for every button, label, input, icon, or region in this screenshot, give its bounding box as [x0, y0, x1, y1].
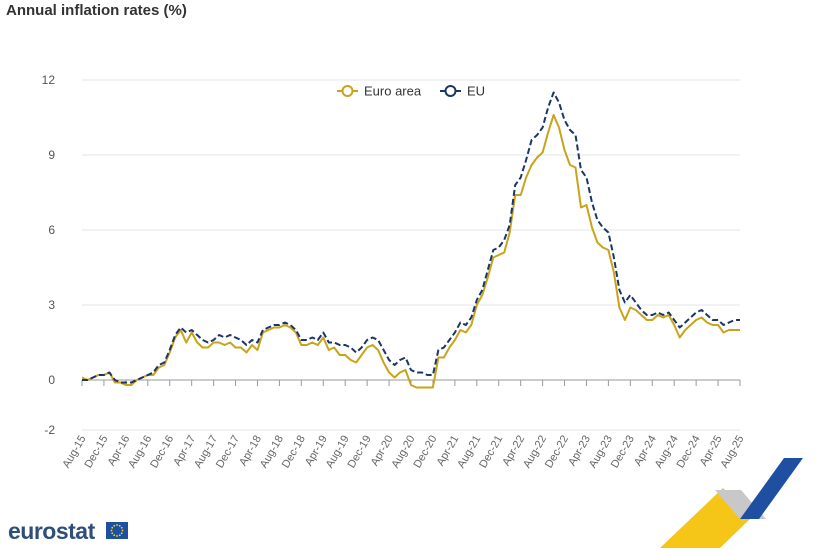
series-lines: [81, 91, 740, 389]
x-axis-ticks: Aug-15Dec-15Apr-16Aug-16Dec-16Apr-17Aug-…: [60, 380, 747, 470]
eu-stars: [110, 524, 124, 537]
legend-marker: [341, 85, 354, 97]
series-line-euro-area: [81, 114, 740, 389]
eu-flag-icon: [106, 522, 128, 539]
y-tick-label: 6: [48, 223, 55, 237]
legend: Euro area EU: [337, 84, 485, 99]
decor-blue-stripe: [740, 458, 803, 519]
legend-label: EU: [467, 84, 485, 99]
y-axis-ticks: -2 0 3 6 9 12: [42, 73, 56, 437]
y-tick-label: -2: [44, 423, 55, 437]
series-line-eu: [82, 91, 740, 384]
decorative-shapes: [660, 458, 803, 548]
y-tick-label: 3: [48, 298, 55, 312]
grid-lines: [82, 79, 740, 431]
y-tick-label: 0: [48, 373, 55, 387]
legend-item-euro-area[interactable]: Euro area: [337, 84, 422, 99]
chart-title: Annual inflation rates (%): [6, 2, 187, 19]
legend-label: Euro area: [364, 84, 422, 99]
y-tick-label: 9: [48, 148, 55, 162]
legend-item-eu[interactable]: EU: [440, 84, 485, 99]
legend-marker: [444, 85, 457, 97]
y-tick-label: 12: [42, 73, 56, 87]
eurostat-logo: eurostat: [8, 518, 95, 544]
